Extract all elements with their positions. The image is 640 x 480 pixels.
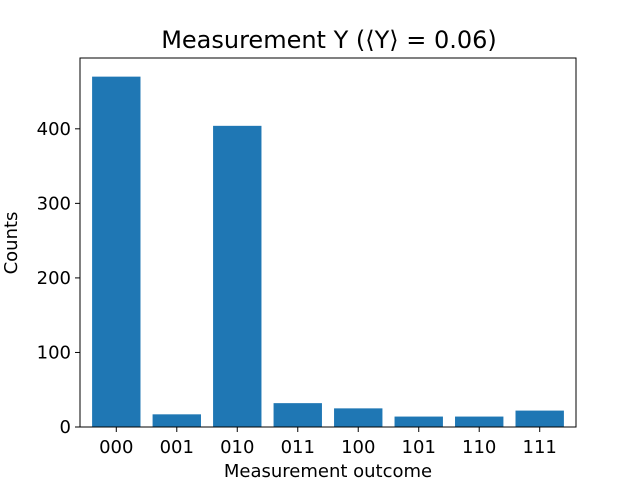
x-tick-label-000: 000	[99, 437, 133, 458]
y-tick-label-200: 200	[37, 268, 71, 289]
bar-000	[92, 76, 141, 428]
bars	[92, 76, 564, 428]
x-tick-label-110: 110	[462, 437, 496, 458]
x-tick-label-010: 010	[220, 437, 254, 458]
bar-010	[213, 125, 262, 427]
bar-100	[334, 408, 383, 427]
y-tick-label-400: 400	[37, 119, 71, 140]
x-tick-label-101: 101	[402, 437, 436, 458]
plot-frame	[79, 57, 577, 428]
y-tick-label-300: 300	[37, 193, 71, 214]
x-tick-label-111: 111	[523, 437, 557, 458]
chart-title: Measurement Y (⟨Y⟩ = 0.06)	[161, 26, 497, 54]
y-tick-label-100: 100	[37, 342, 71, 363]
x-axis: 000 001 010 011 100 101 110 111	[99, 427, 557, 458]
bar-111	[515, 410, 564, 427]
bar-110	[455, 416, 504, 427]
x-tick-label-011: 011	[281, 437, 315, 458]
x-tick-label-100: 100	[341, 437, 375, 458]
x-axis-label: Measurement outcome	[224, 461, 432, 480]
y-axis: 0 100 200 300 400	[37, 119, 80, 438]
y-tick-label-0: 0	[60, 417, 71, 438]
y-axis-label: Counts	[1, 212, 22, 275]
x-tick-label-001: 001	[160, 437, 194, 458]
bar-101	[394, 416, 443, 427]
bar-001	[152, 414, 201, 427]
bar-011	[273, 403, 322, 427]
